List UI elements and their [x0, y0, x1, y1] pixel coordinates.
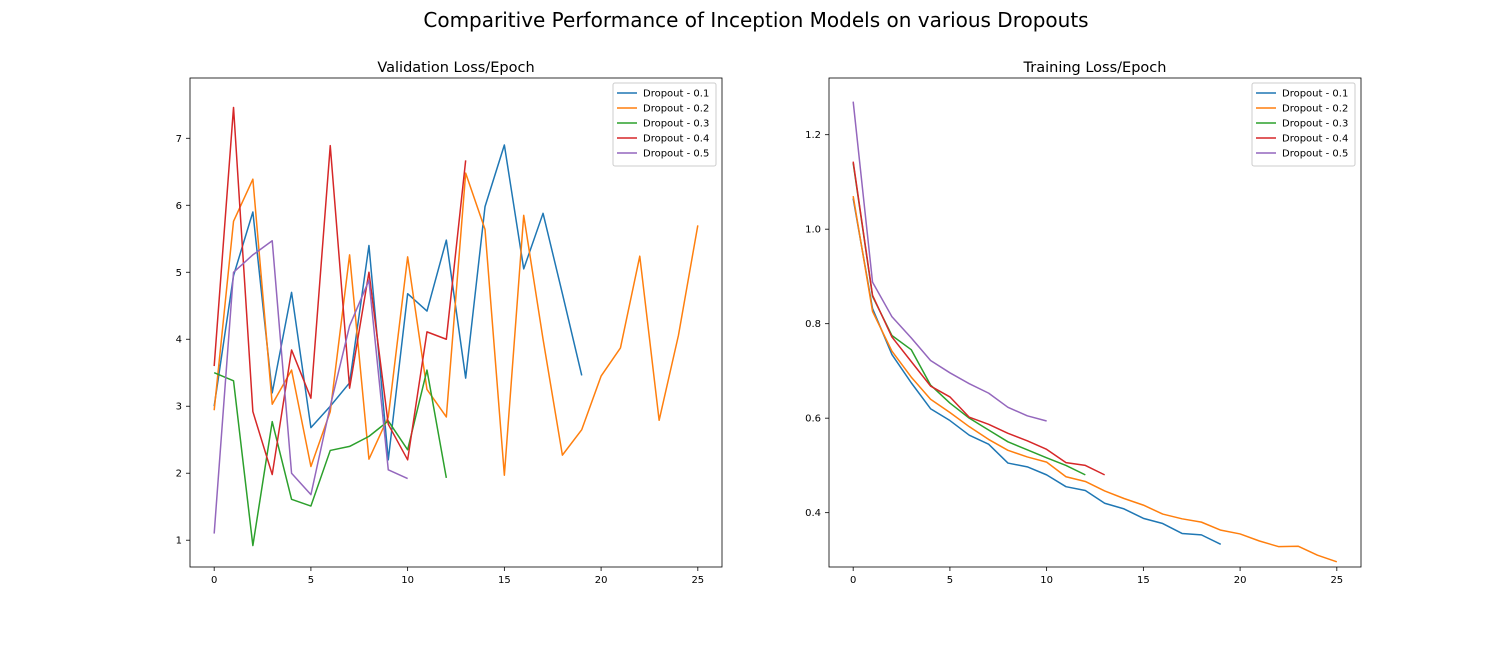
- validation-legend-label: Dropout - 0.3: [643, 119, 709, 130]
- validation-series-line-1: [213, 144, 583, 461]
- training-x-tick-label: 15: [1137, 575, 1150, 586]
- training-x-tick-label: 20: [1234, 575, 1247, 586]
- training-axes-frame: [828, 77, 1362, 568]
- validation-chart-title: Validation Loss/Epoch: [377, 60, 534, 76]
- training-y-tick-label: 1.0: [805, 225, 821, 236]
- validation-legend-box: [612, 82, 717, 167]
- training-legend-label: Dropout - 0.5: [1282, 149, 1348, 160]
- validation-series-line-4: [213, 106, 467, 476]
- validation-legend-label: Dropout - 0.5: [643, 149, 709, 160]
- validation-series-line-3: [213, 369, 448, 547]
- training-y-tick-label: 0.6: [805, 414, 821, 425]
- validation-x-tick-label: 15: [498, 575, 511, 586]
- training-legend-label: Dropout - 0.4: [1282, 134, 1348, 145]
- validation-x-tick-label: 20: [595, 575, 608, 586]
- training-y-tick-label: 0.4: [805, 508, 821, 519]
- training-y-tick-label: 0.8: [805, 319, 821, 330]
- validation-series-line-2: [213, 172, 699, 476]
- validation-x-tick-label: 5: [308, 575, 314, 586]
- validation-loss-panel: Validation Loss/Epoch 0 5 10 15 20 25 1 2 3 4 5 6 7 Dr…: [176, 60, 723, 586]
- validation-y-tick-label: 7: [176, 134, 182, 145]
- validation-x-tick-label: 0: [211, 575, 217, 586]
- validation-y-tick-label: 4: [176, 335, 182, 346]
- validation-legend-label: Dropout - 0.2: [643, 104, 709, 115]
- training-x-tick-label: 10: [1040, 575, 1053, 586]
- training-legend-label: Dropout - 0.1: [1282, 89, 1348, 100]
- validation-y-tick-label: 6: [176, 201, 182, 212]
- training-series-line-2: [852, 195, 1338, 563]
- validation-y-tick-label: 5: [176, 268, 182, 279]
- training-legend: Dropout - 0.1 Dropout - 0.2 Dropout - 0.3 D…: [1251, 82, 1356, 167]
- training-legend-label: Dropout - 0.3: [1282, 119, 1348, 130]
- validation-y-tick-label: 2: [176, 469, 182, 480]
- training-legend-box: [1251, 82, 1356, 167]
- training-series-line-1: [852, 198, 1222, 545]
- training-series-line-3: [852, 162, 1086, 476]
- validation-x-tick-label: 25: [691, 575, 704, 586]
- validation-series-line-5: [213, 240, 408, 534]
- validation-y-tick-label: 1: [176, 536, 182, 547]
- validation-legend-label: Dropout - 0.1: [643, 89, 709, 100]
- validation-axes-frame: [189, 77, 723, 568]
- training-x-tick-label: 5: [947, 575, 953, 586]
- training-legend-label: Dropout - 0.2: [1282, 104, 1348, 115]
- training-series-line-4: [852, 161, 1105, 476]
- validation-y-tick-label: 3: [176, 402, 182, 413]
- training-chart-title: Training Loss/Epoch: [1023, 60, 1167, 76]
- training-series-line-5: [852, 101, 1047, 422]
- validation-x-tick-label: 10: [401, 575, 414, 586]
- training-loss-panel: Training Loss/Epoch 0 5 10 15 20 25 0.4 0.6 0.8 1.…: [805, 60, 1362, 586]
- validation-legend-label: Dropout - 0.4: [643, 134, 709, 145]
- validation-legend: Dropout - 0.1 Dropout - 0.2 Dropout - 0.3 D…: [612, 82, 717, 167]
- training-y-tick-label: 1.2: [805, 130, 821, 141]
- training-x-tick-label: 25: [1330, 575, 1343, 586]
- training-x-tick-label: 0: [850, 575, 856, 586]
- figure-title: Comparitive Performance of Inception Mod…: [423, 8, 1089, 32]
